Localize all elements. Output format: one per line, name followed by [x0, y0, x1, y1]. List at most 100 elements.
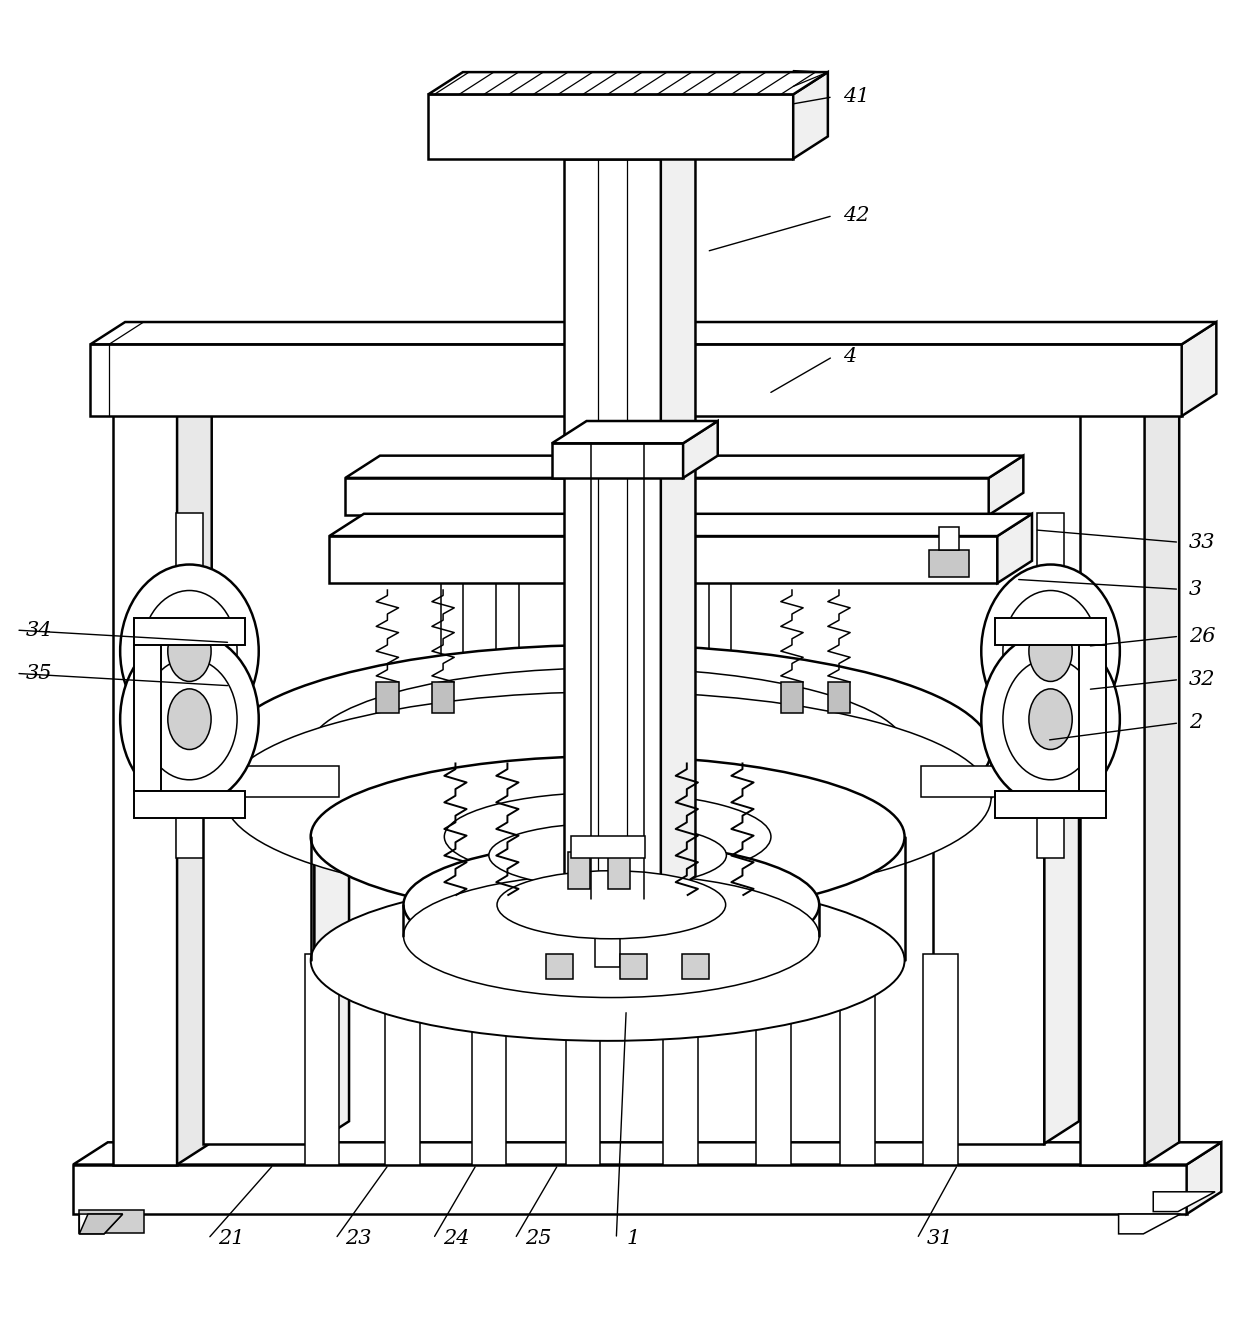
Polygon shape [203, 738, 348, 760]
Polygon shape [997, 514, 1032, 583]
Polygon shape [932, 738, 1079, 760]
Polygon shape [683, 421, 718, 478]
Text: 31: 31 [926, 1229, 954, 1249]
Polygon shape [564, 159, 661, 898]
Ellipse shape [311, 880, 904, 1040]
Polygon shape [176, 581, 203, 857]
Polygon shape [134, 791, 246, 819]
Text: 4: 4 [843, 348, 856, 366]
Ellipse shape [1029, 621, 1073, 682]
Ellipse shape [497, 871, 725, 938]
Polygon shape [345, 478, 988, 515]
Ellipse shape [141, 658, 237, 780]
Polygon shape [570, 836, 645, 859]
Polygon shape [841, 954, 875, 1165]
Polygon shape [432, 682, 454, 713]
Polygon shape [191, 766, 340, 798]
Ellipse shape [489, 823, 727, 888]
Polygon shape [920, 766, 1085, 798]
Polygon shape [552, 443, 683, 478]
Ellipse shape [981, 633, 1120, 805]
Polygon shape [657, 540, 680, 738]
Polygon shape [330, 536, 997, 583]
Ellipse shape [403, 843, 820, 966]
Polygon shape [620, 954, 647, 979]
Text: 32: 32 [1189, 670, 1215, 689]
Polygon shape [939, 527, 959, 549]
Polygon shape [79, 1214, 123, 1234]
Polygon shape [994, 791, 1106, 819]
Ellipse shape [167, 621, 211, 682]
Polygon shape [177, 381, 212, 1165]
Ellipse shape [167, 689, 211, 750]
Text: 34: 34 [26, 621, 52, 640]
Polygon shape [663, 954, 698, 1165]
Ellipse shape [1003, 591, 1099, 711]
Polygon shape [661, 137, 696, 898]
Polygon shape [709, 540, 732, 738]
Text: 2: 2 [1189, 714, 1203, 733]
Polygon shape [781, 682, 804, 713]
Polygon shape [496, 540, 518, 738]
Text: 41: 41 [843, 88, 869, 106]
Polygon shape [552, 421, 718, 443]
Ellipse shape [120, 633, 259, 805]
Polygon shape [73, 1143, 1221, 1165]
Polygon shape [91, 344, 1182, 417]
Ellipse shape [981, 564, 1120, 738]
Polygon shape [176, 512, 203, 790]
Polygon shape [546, 954, 573, 979]
Polygon shape [994, 618, 1106, 645]
Polygon shape [305, 954, 340, 1165]
Polygon shape [565, 954, 600, 1165]
Text: 42: 42 [843, 206, 869, 226]
Polygon shape [384, 954, 419, 1165]
Text: 23: 23 [345, 1229, 372, 1249]
Ellipse shape [1003, 658, 1099, 780]
Polygon shape [91, 322, 1216, 344]
Polygon shape [1145, 381, 1179, 1165]
Polygon shape [113, 403, 177, 1165]
Polygon shape [1037, 581, 1064, 857]
Polygon shape [73, 1165, 1187, 1214]
Polygon shape [1080, 381, 1179, 403]
Polygon shape [1187, 1143, 1221, 1214]
Ellipse shape [1029, 689, 1073, 750]
Polygon shape [330, 514, 1032, 536]
Text: 1: 1 [626, 1229, 640, 1249]
Ellipse shape [309, 667, 906, 832]
Text: 24: 24 [443, 1229, 470, 1249]
Polygon shape [1044, 738, 1079, 1144]
Ellipse shape [444, 792, 771, 881]
Polygon shape [929, 549, 968, 577]
Polygon shape [828, 682, 851, 713]
Polygon shape [440, 540, 463, 738]
Polygon shape [1118, 1214, 1180, 1234]
Polygon shape [79, 1214, 123, 1234]
Polygon shape [608, 852, 630, 889]
Text: 25: 25 [525, 1229, 552, 1249]
Polygon shape [79, 1210, 144, 1233]
Ellipse shape [224, 691, 991, 902]
Polygon shape [1182, 322, 1216, 417]
Ellipse shape [141, 591, 237, 711]
Polygon shape [1037, 512, 1064, 790]
Polygon shape [794, 72, 828, 159]
Text: 3: 3 [1189, 580, 1203, 598]
Polygon shape [568, 852, 590, 889]
Polygon shape [471, 954, 506, 1165]
Polygon shape [923, 954, 957, 1165]
Polygon shape [988, 455, 1023, 515]
Ellipse shape [120, 564, 259, 738]
Polygon shape [428, 94, 794, 159]
Polygon shape [428, 72, 828, 94]
Polygon shape [345, 455, 1023, 478]
Ellipse shape [403, 873, 820, 998]
Polygon shape [932, 760, 1044, 1144]
Polygon shape [756, 954, 791, 1165]
Text: 26: 26 [1189, 626, 1215, 646]
Polygon shape [1080, 403, 1145, 1165]
Polygon shape [1079, 620, 1106, 791]
Text: 21: 21 [218, 1229, 244, 1249]
Polygon shape [376, 682, 398, 713]
